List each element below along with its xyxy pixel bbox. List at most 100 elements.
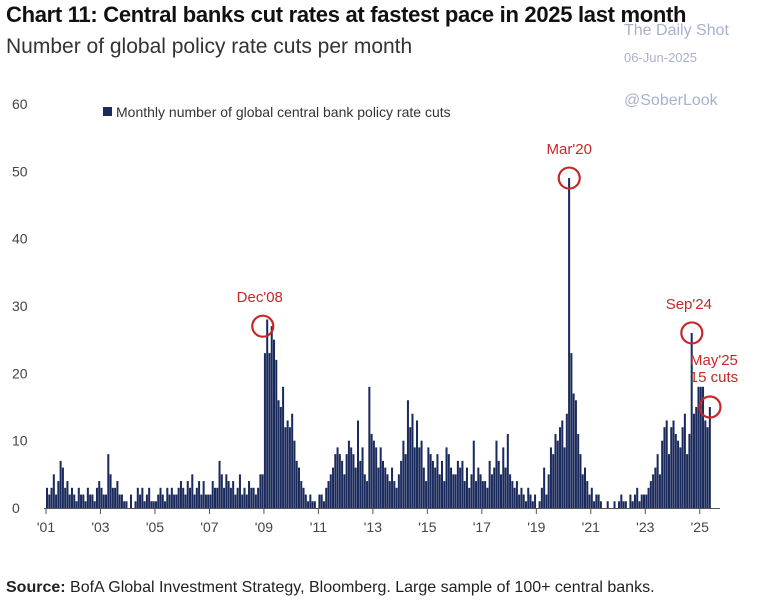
bar <box>198 481 201 508</box>
bar <box>454 474 457 508</box>
source-note: Source: BofA Global Investment Strategy,… <box>6 579 655 597</box>
bar <box>241 494 244 508</box>
bar <box>688 433 691 508</box>
bar <box>649 481 652 508</box>
bar <box>243 487 246 508</box>
bar <box>307 501 310 508</box>
annotation-circle <box>251 314 275 338</box>
bar <box>397 474 400 508</box>
bar <box>102 494 105 508</box>
bar <box>425 481 428 508</box>
bar <box>291 413 294 508</box>
x-tick-label: '03 <box>91 519 109 535</box>
watermark-date: 06-Jun-2025 <box>624 50 697 65</box>
bar <box>148 487 151 508</box>
bar <box>286 420 289 508</box>
bar <box>652 474 655 508</box>
source-text: BofA Global Investment Strategy, Bloombe… <box>70 579 655 596</box>
legend-label: Monthly number of global central bank po… <box>116 104 451 120</box>
bar <box>84 501 87 508</box>
bar <box>322 501 325 508</box>
bar <box>506 433 509 508</box>
bar <box>556 440 559 508</box>
bar <box>66 481 69 508</box>
bar <box>159 487 162 508</box>
bar <box>209 494 212 508</box>
bar <box>195 487 198 508</box>
bar <box>640 494 643 508</box>
bar <box>656 454 659 508</box>
bar <box>495 440 498 508</box>
bar <box>288 427 291 508</box>
bar <box>213 487 216 508</box>
bar <box>170 487 173 508</box>
bar <box>527 487 530 508</box>
bar <box>420 440 423 508</box>
x-tick-label: '19 <box>527 519 545 535</box>
x-tick-label: '17 <box>473 519 491 535</box>
bar <box>366 481 369 508</box>
x-tick-label: '11 <box>310 519 327 535</box>
bar <box>236 487 239 508</box>
bar <box>100 487 103 508</box>
bar <box>515 481 518 508</box>
bar <box>613 501 616 508</box>
bar <box>633 494 636 508</box>
y-tick-label: 60 <box>12 96 28 112</box>
bar <box>459 467 462 508</box>
page-title: Chart 11: Central banks cut rates at fas… <box>6 2 687 27</box>
bar <box>663 427 666 508</box>
annotation-label: Dec'08 <box>237 289 283 306</box>
bar <box>477 467 480 508</box>
bar <box>540 487 543 508</box>
bar <box>168 494 171 508</box>
bar <box>73 494 76 508</box>
bar <box>593 501 596 508</box>
bar <box>431 460 434 508</box>
bar <box>679 447 682 508</box>
bar <box>520 487 523 508</box>
bar <box>232 481 235 508</box>
bar <box>549 447 552 508</box>
bar <box>325 487 328 508</box>
bar <box>350 447 353 508</box>
bar <box>64 487 67 508</box>
x-tick-label: '21 <box>582 519 600 535</box>
y-tick-label: 50 <box>12 163 28 179</box>
watermark-handle: @SoberLook <box>624 92 718 109</box>
bar <box>311 501 314 508</box>
y-tick-label: 0 <box>12 500 20 516</box>
bar <box>638 501 641 508</box>
bar <box>75 501 78 508</box>
bar <box>139 494 142 508</box>
bar <box>68 494 71 508</box>
bar <box>338 454 341 508</box>
bar <box>257 487 260 508</box>
bar <box>386 474 389 508</box>
bar <box>263 353 266 508</box>
bar <box>302 487 305 508</box>
bar <box>370 433 373 508</box>
bar <box>141 487 144 508</box>
bar <box>193 494 196 508</box>
bar <box>690 332 693 508</box>
bar <box>538 501 541 508</box>
bar <box>318 494 321 508</box>
bar <box>674 433 677 508</box>
bar <box>686 454 689 508</box>
bar <box>375 447 378 508</box>
bar <box>259 474 262 508</box>
bar <box>134 501 137 508</box>
bar <box>50 487 53 508</box>
annotation-circle <box>680 321 704 345</box>
bar <box>381 460 384 508</box>
bar <box>116 481 119 508</box>
annotation-circle <box>698 395 722 419</box>
bar <box>363 474 366 508</box>
bar <box>98 481 101 508</box>
bar <box>157 494 160 508</box>
bar <box>581 474 584 508</box>
bar <box>123 501 126 508</box>
bar <box>118 494 121 508</box>
